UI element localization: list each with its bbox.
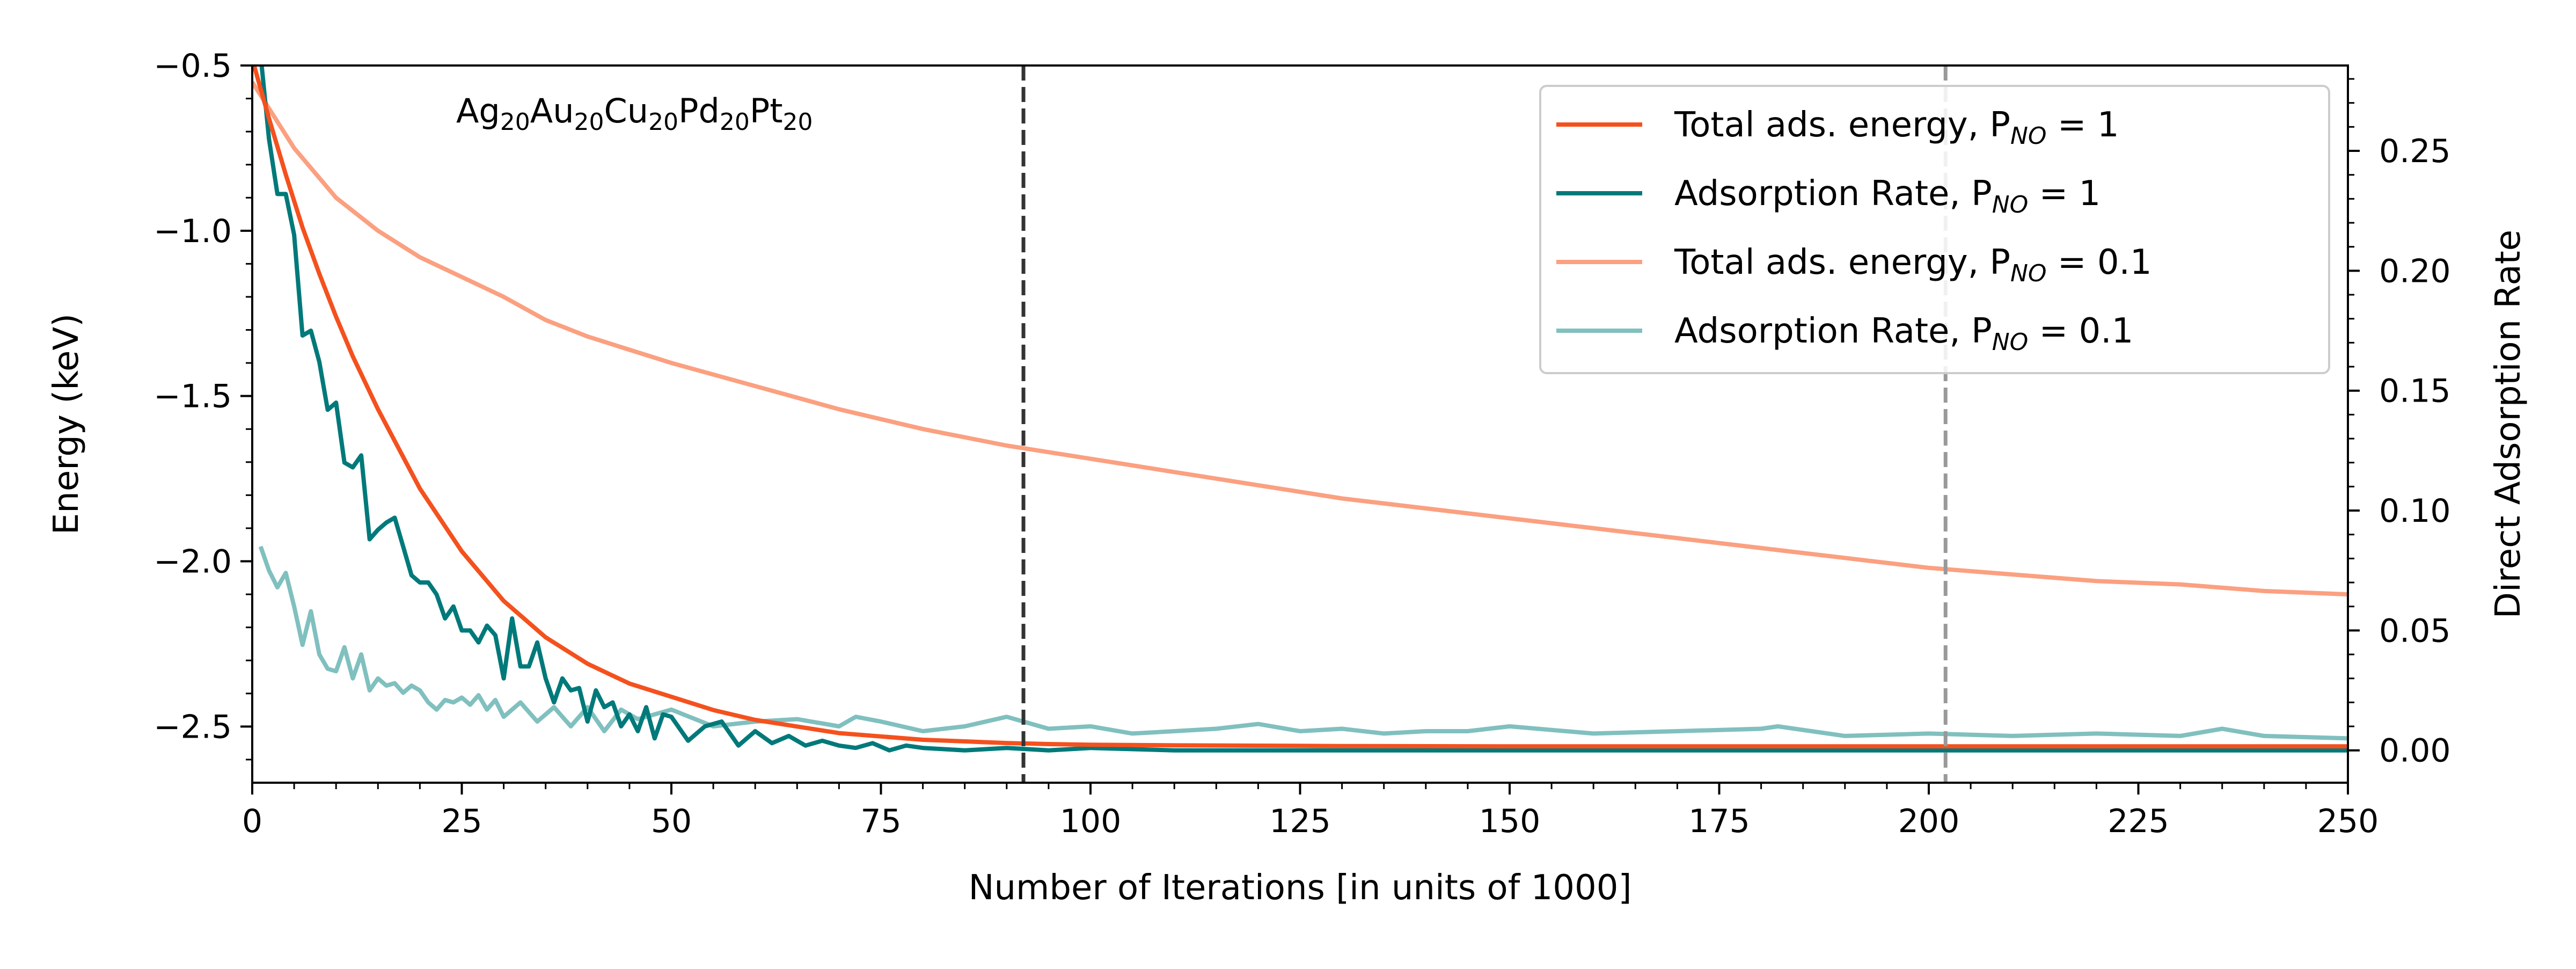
annotation-subscript: 20: [574, 108, 604, 136]
y-left-tick-label: −2.0: [153, 543, 232, 581]
x-tick-label: 100: [1060, 803, 1122, 840]
annotation-element: Ag: [456, 91, 500, 130]
legend-label-3: Total ads. energy, PNO = 0.1: [1674, 243, 2152, 287]
x-tick-label: 0: [242, 803, 262, 840]
legend-label-1: Total ads. energy, PNO = 1: [1674, 105, 2119, 150]
y-left-tick-label: −1.0: [153, 213, 232, 250]
y-right-tick-label: 0.05: [2379, 612, 2451, 650]
annotation-element: Au: [530, 91, 574, 130]
annotation-element: Cu: [604, 91, 649, 130]
legend: Total ads. energy, PNO = 1 Adsorption Rat…: [1539, 85, 2330, 374]
x-tick-label: 50: [651, 803, 692, 840]
y-left-tick-label: −1.5: [153, 378, 232, 416]
legend-label-4: Adsorption Rate, PNO = 0.1: [1674, 311, 2133, 356]
x-axis-label: Number of Iterations [in units of 1000]: [969, 868, 1632, 908]
annotation-subscript: 20: [783, 108, 813, 136]
series-line-4: [258, 545, 2348, 741]
y-left-tick-label: −0.5: [153, 47, 232, 85]
y-right-tick-label: 0.20: [2379, 252, 2451, 290]
y-right-tick-label: 0.15: [2379, 373, 2451, 410]
annotation-subscript: 20: [500, 108, 530, 136]
x-tick-label: 250: [2317, 803, 2379, 840]
x-tick-label: 75: [860, 803, 901, 840]
x-tick-label: 150: [1479, 803, 1541, 840]
y-left-tick-label: −2.5: [153, 708, 232, 746]
legend-label-2: Adsorption Rate, PNO = 1: [1674, 174, 2101, 218]
x-tick-label: 200: [1898, 803, 1960, 840]
legend-box: [1539, 85, 2330, 374]
x-tick-label: 225: [2107, 803, 2169, 840]
x-tick-label: 175: [1688, 803, 1750, 840]
annotation-element: Pd: [678, 91, 720, 130]
x-tick-label: 125: [1269, 803, 1331, 840]
annotation-subscript: 20: [648, 108, 678, 136]
y-axis-right-label: Direct Adsorption Rate: [2489, 230, 2528, 618]
series-line-3: [252, 81, 2348, 597]
chart-annotation: Ag20​Au20​Cu20​Pd20​Pt20​: [456, 91, 813, 136]
y-right-tick-label: 0.25: [2379, 133, 2451, 170]
y-right-tick-label: 0.00: [2379, 732, 2451, 770]
annotation-element: Pt: [750, 91, 783, 130]
y-right-tick-label: 0.10: [2379, 492, 2451, 530]
y-axis-left-label: Energy (keV): [47, 314, 86, 535]
x-tick-label: 25: [441, 803, 482, 840]
series-line-2: [259, 65, 2348, 753]
series-line-1: [252, 65, 2348, 749]
annotation-subscript: 20: [720, 108, 750, 136]
